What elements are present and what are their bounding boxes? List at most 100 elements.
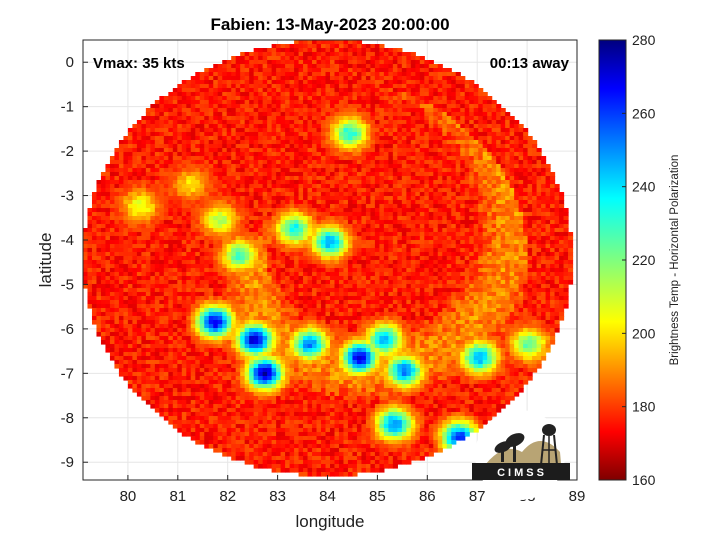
swath-cell — [109, 184, 116, 189]
swath-cell — [554, 236, 560, 241]
swath-cell — [213, 84, 219, 89]
swath-cell — [303, 132, 309, 137]
swath-cell — [370, 188, 376, 193]
swath-cell — [424, 120, 430, 125]
swath-cell — [105, 268, 111, 273]
swath-cell — [262, 216, 268, 221]
swath-cell — [240, 88, 246, 93]
swath-cell — [356, 148, 363, 153]
swath-cell — [204, 200, 210, 205]
swath-cell — [123, 152, 129, 157]
swath-cell — [473, 140, 479, 145]
swath-cell — [276, 256, 282, 261]
swath-cell — [303, 52, 309, 57]
swath-cell — [271, 136, 277, 141]
swath-cell — [240, 232, 246, 237]
swath-cell — [96, 204, 102, 209]
swath-cell — [208, 128, 214, 133]
swath-cell — [253, 136, 259, 141]
swath-cell — [383, 140, 389, 145]
swath-cell — [285, 68, 291, 73]
swath-cell — [280, 216, 286, 221]
swath-cell — [244, 220, 250, 225]
swath-cell — [491, 212, 497, 217]
swath-cell — [356, 256, 363, 261]
swath-cell — [177, 88, 183, 93]
swath-cell — [321, 232, 327, 237]
swath-cell — [424, 188, 430, 193]
swath-cell — [217, 116, 223, 121]
swath-cell — [312, 96, 318, 101]
swath-cell — [491, 144, 497, 149]
swath-cell — [127, 264, 133, 269]
swath-cell — [455, 88, 461, 93]
swath-cell — [361, 44, 367, 49]
swath-cell — [460, 84, 466, 89]
swath-cell — [406, 240, 412, 245]
swath-cell — [303, 100, 309, 105]
swath-cell — [388, 88, 394, 93]
swath-cell — [415, 136, 421, 141]
swath-cell — [469, 148, 475, 153]
swath-cell — [415, 104, 421, 109]
swath-cell — [451, 84, 457, 89]
swath-cell — [190, 248, 196, 253]
swath-cell — [321, 140, 327, 145]
swath-cell — [145, 116, 151, 121]
swath-cell — [190, 220, 196, 225]
swath-cell — [325, 136, 331, 141]
swath-cell — [388, 200, 394, 205]
swath-cell — [388, 108, 394, 113]
swath-cell — [226, 216, 232, 221]
swath-cell — [168, 164, 174, 169]
swath-cell — [442, 180, 448, 185]
swath-cell — [343, 240, 349, 245]
swath-cell — [469, 248, 475, 253]
swath-cell — [186, 212, 192, 217]
swath-cell — [325, 264, 331, 269]
swath-cell — [338, 116, 345, 121]
swath-cell — [527, 244, 533, 249]
swath-cell — [231, 100, 237, 105]
swath-cell — [356, 108, 363, 113]
swath-cell — [334, 184, 340, 189]
swath-cell — [181, 232, 187, 237]
swath-cell — [249, 164, 255, 169]
swath-cell — [523, 212, 529, 217]
swath-cell — [136, 124, 142, 129]
swath-cell — [321, 44, 327, 49]
swath-cell — [437, 232, 443, 237]
swath-cell — [271, 44, 277, 49]
swath-cell — [226, 152, 232, 157]
swath-cell — [249, 100, 255, 105]
swath-cell — [406, 72, 412, 77]
swath-cell — [401, 124, 407, 129]
swath-cell — [217, 256, 223, 261]
swath-cell — [491, 148, 497, 153]
swath-cell — [491, 108, 497, 113]
swath-cell — [338, 160, 345, 165]
swath-cell — [514, 184, 520, 189]
swath-cell — [105, 176, 111, 181]
swath-cell — [177, 104, 183, 109]
swath-cell — [433, 152, 439, 157]
swath-cell — [356, 84, 363, 89]
swath-cell — [433, 212, 439, 217]
swath-cell — [100, 220, 107, 225]
swath-cell — [500, 152, 506, 157]
swath-cell — [397, 200, 403, 205]
swath-cell — [280, 152, 286, 157]
swath-cell — [482, 252, 488, 257]
swath-cell — [464, 144, 470, 149]
swath-cell — [509, 212, 515, 217]
swath-cell — [478, 184, 484, 189]
swath-cell — [249, 264, 255, 269]
swath-cell — [321, 116, 327, 121]
swath-cell — [154, 252, 160, 257]
swath-cell — [509, 168, 515, 173]
swath-cell — [401, 108, 407, 113]
swath-cell — [285, 228, 291, 233]
swath-cell — [145, 264, 151, 269]
swath-cell — [469, 200, 475, 205]
swath-cell — [249, 132, 255, 137]
